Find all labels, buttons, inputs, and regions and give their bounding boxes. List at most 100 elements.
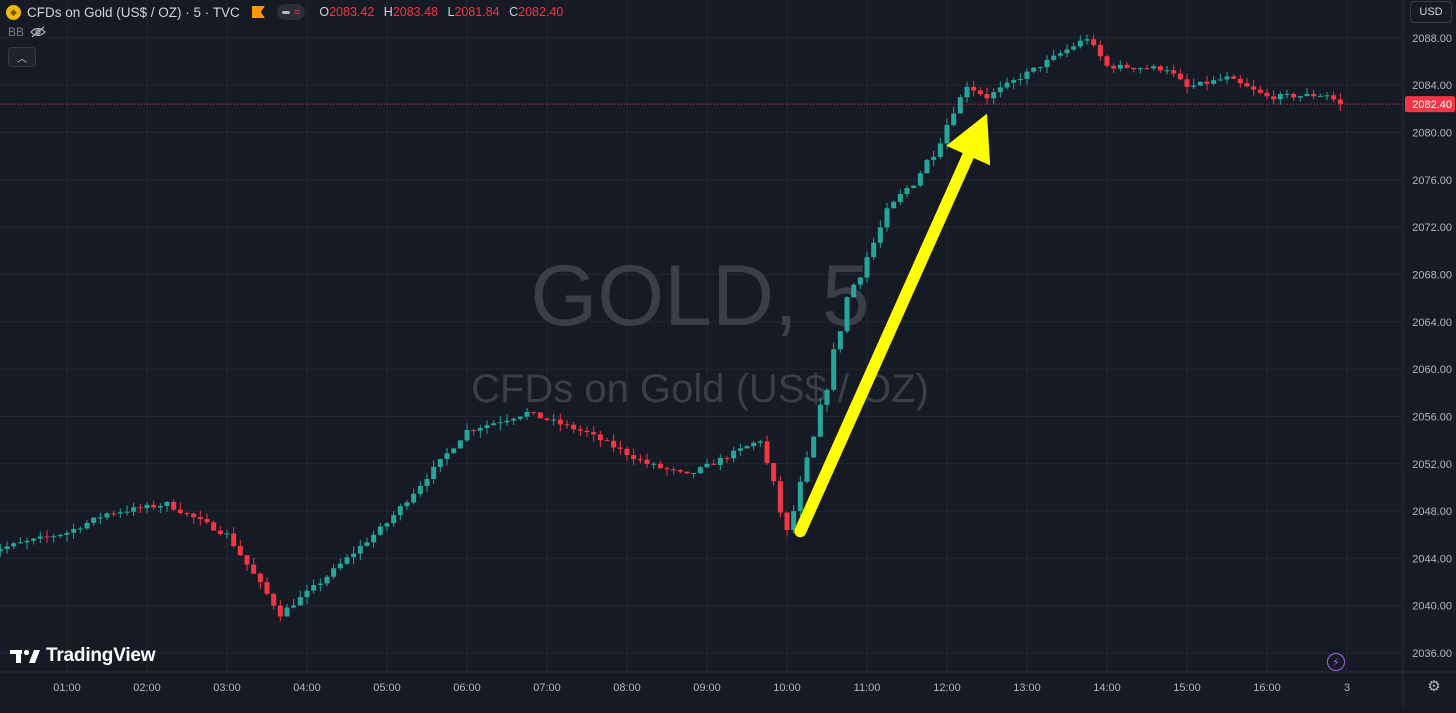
candle-body: [77, 528, 83, 530]
candle-body: [824, 389, 830, 405]
candle-body: [444, 453, 450, 459]
candle: [911, 185, 917, 189]
candle-body: [924, 159, 930, 174]
candle: [937, 138, 943, 160]
indicator-label[interactable]: BB: [8, 25, 25, 39]
candle: [1171, 64, 1177, 78]
candle-body: [617, 447, 623, 449]
candle: [351, 546, 357, 565]
x-tick-label: 04:00: [293, 682, 321, 694]
candle-body: [744, 446, 750, 449]
candle: [1011, 77, 1017, 89]
indicator-row[interactable]: BB: [8, 25, 46, 39]
candle: [1017, 73, 1023, 85]
candle: [871, 237, 877, 260]
candle: [584, 426, 590, 438]
candle-body: [844, 297, 850, 332]
candle-body: [1084, 39, 1090, 41]
candle: [491, 420, 497, 426]
candle-body: [151, 504, 157, 508]
tradingview-logo[interactable]: TradingView: [10, 645, 156, 667]
legend-toggle-pill[interactable]: ≈: [276, 4, 306, 20]
candle: [1051, 49, 1057, 62]
candle-body: [557, 419, 563, 425]
currency-button[interactable]: USD: [1410, 1, 1452, 23]
candle-body: [44, 536, 50, 538]
candle-body: [1051, 55, 1057, 60]
candle: [1037, 66, 1043, 72]
candle: [184, 512, 190, 517]
candle: [971, 80, 977, 97]
candle: [1337, 92, 1343, 111]
settings-icon[interactable]: ⚙: [1427, 678, 1441, 695]
candle-body: [957, 97, 963, 114]
candle: [657, 460, 663, 470]
flash-icon[interactable]: ⚡: [1327, 653, 1345, 671]
candle: [1124, 61, 1130, 69]
eye-hidden-icon[interactable]: [30, 26, 46, 38]
symbol-title[interactable]: CFDs on Gold (US$ / OZ) · 5 · TVC: [27, 4, 240, 20]
candle-body: [971, 86, 977, 91]
candle: [917, 170, 923, 188]
candle: [397, 503, 403, 521]
candle-body: [937, 143, 943, 157]
candle: [171, 499, 177, 511]
y-tick-label: 2060.00: [1412, 364, 1452, 376]
candle-body: [817, 404, 823, 437]
candle-body: [577, 429, 583, 431]
candle: [1164, 65, 1170, 75]
candle: [297, 590, 303, 606]
x-tick-label: 01:00: [53, 682, 81, 694]
minus-icon[interactable]: [281, 10, 290, 14]
candle-body: [237, 546, 243, 556]
candle: [617, 440, 623, 455]
candle-body: [404, 502, 410, 507]
candle-body: [4, 546, 10, 550]
candle: [1031, 67, 1037, 74]
candle: [964, 81, 970, 103]
candle: [777, 475, 783, 518]
high-label: H: [383, 5, 393, 19]
candle-body: [211, 522, 217, 531]
x-tick-label: 05:00: [373, 682, 401, 694]
candle: [1284, 89, 1290, 99]
candle-body: [191, 513, 197, 518]
candle-body: [1037, 67, 1043, 69]
candle-body: [171, 501, 177, 510]
grid: [0, 0, 1403, 672]
candle: [757, 439, 763, 448]
candle-body: [1257, 89, 1263, 93]
candle-body: [471, 430, 477, 432]
collapse-legend-button[interactable]: ︿: [8, 47, 36, 67]
candle-body: [664, 468, 670, 470]
candle: [104, 512, 110, 521]
candle: [71, 523, 77, 540]
candle: [837, 330, 843, 353]
candle-body: [357, 545, 363, 554]
candle-body: [24, 540, 30, 543]
candle-body: [1151, 66, 1157, 69]
candle-body: [1104, 56, 1110, 66]
candle-body: [217, 530, 223, 534]
candle: [337, 558, 343, 571]
candle-body: [437, 458, 443, 467]
candle: [671, 466, 677, 475]
candle-body: [1097, 44, 1103, 57]
candle: [924, 159, 930, 174]
wave-icon[interactable]: ≈: [293, 5, 301, 19]
candle: [811, 435, 817, 459]
candle: [24, 537, 30, 549]
candle-body: [784, 512, 790, 531]
flag-icon[interactable]: [251, 6, 265, 18]
candle-body: [651, 463, 657, 465]
candle: [1237, 75, 1243, 88]
candle: [477, 424, 483, 438]
candle-body: [951, 113, 957, 126]
candle-body: [571, 424, 577, 430]
candle: [1204, 75, 1210, 91]
close-label: C: [509, 5, 519, 19]
candle: [264, 577, 270, 596]
symbol-legend[interactable]: ◆ CFDs on Gold (US$ / OZ) · 5 · TVC ≈ O2…: [6, 3, 569, 21]
